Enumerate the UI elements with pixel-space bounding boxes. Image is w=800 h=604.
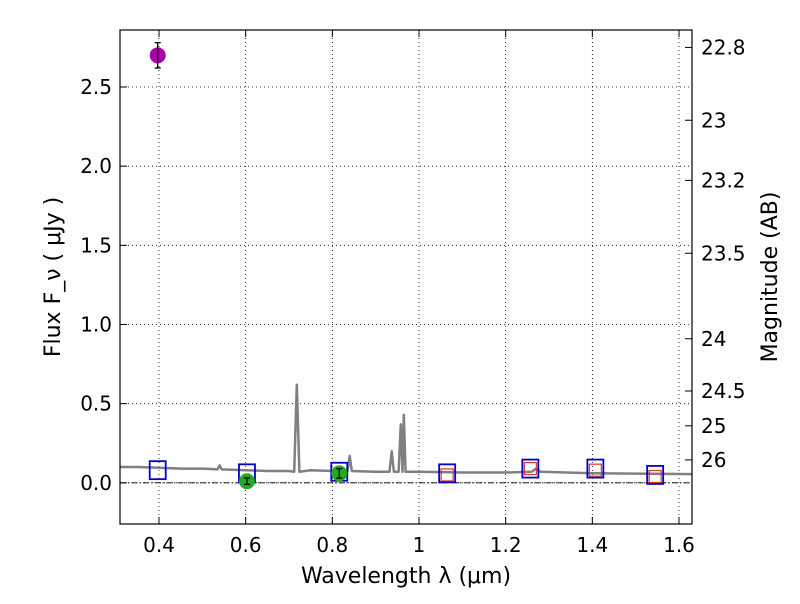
x-tick-label: 1.4 — [576, 533, 608, 557]
model-spectrum-line — [120, 383, 693, 476]
model-photometry-square — [646, 465, 665, 485]
right-tick-label: 23.5 — [701, 241, 746, 265]
upper-limit-marker — [648, 469, 662, 484]
right-tick-label: 24.5 — [701, 379, 746, 403]
model-photometry-square — [148, 460, 167, 481]
right-tick-label: 22.8 — [701, 35, 746, 59]
y-tick-label: 0.0 — [80, 471, 112, 495]
right-tick-label: 23 — [701, 108, 726, 132]
model-photometry-square — [586, 458, 605, 479]
plot-frame — [119, 29, 693, 525]
x-axis-label: Wavelength λ (μm) — [301, 564, 511, 589]
right-tick-label: 25 — [701, 414, 726, 438]
x-tick-label: 0.6 — [230, 533, 262, 557]
right-tick-label: 23.2 — [701, 168, 746, 192]
x-tick-label: 0.4 — [143, 533, 175, 557]
y-axis-label: Flux F_ν ( μJy ) — [41, 197, 66, 357]
y-tick-label: 1.0 — [80, 313, 112, 337]
upper-limit-marker — [588, 463, 602, 477]
upper-limit-marker — [440, 468, 454, 482]
y-tick-label: 0.5 — [80, 392, 112, 416]
upper-limit-marker — [523, 461, 537, 476]
model-photometry-square — [521, 458, 540, 479]
model-photometry-square — [438, 463, 457, 484]
right-axis-label: Magnitude (AB) — [758, 192, 783, 363]
right-tick-label: 26 — [701, 448, 726, 472]
y-tick-label: 2.0 — [80, 154, 112, 178]
x-tick-label: 1.6 — [663, 533, 695, 557]
tick-layer: 0.4 0.6 0.8 1 1.2 1.4 1.6 0.0 0.5 1.0 1.5 2.0 2.5 22.… — [80, 30, 746, 557]
y-tick-label: 2.5 — [80, 75, 112, 99]
series-layer — [120, 42, 693, 490]
right-tick-label: 24 — [701, 327, 726, 351]
x-tick-label: 1.2 — [490, 533, 522, 557]
x-tick-label: 0.8 — [316, 533, 348, 557]
y-tick-label: 1.5 — [80, 233, 112, 257]
x-tick-label: 1 — [413, 533, 426, 557]
